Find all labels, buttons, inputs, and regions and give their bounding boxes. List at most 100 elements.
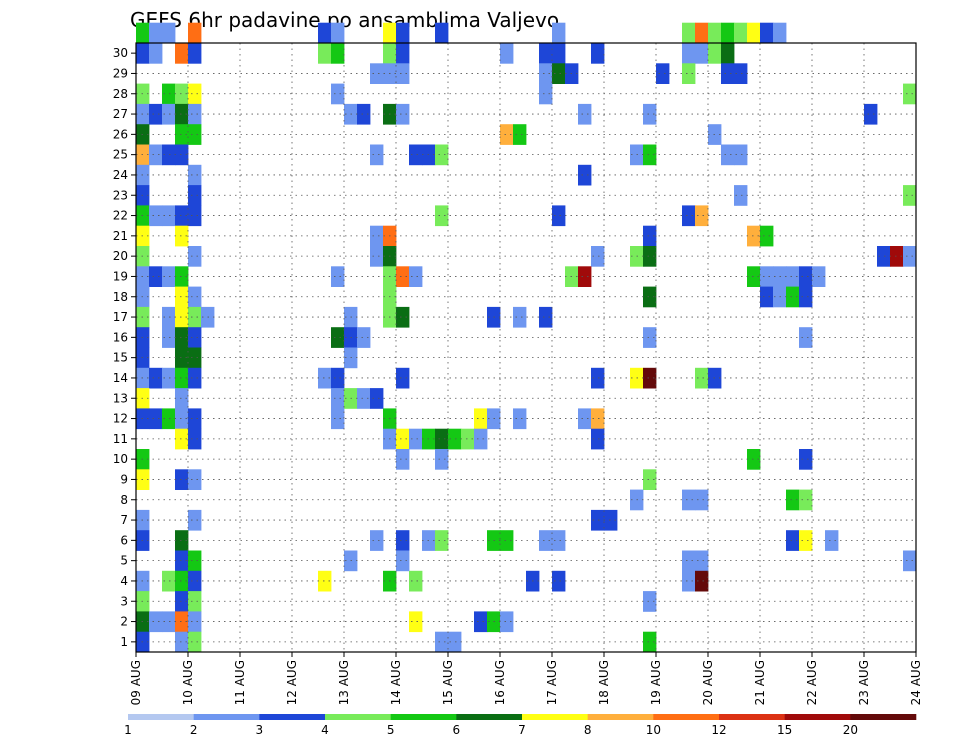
data-cell (162, 266, 176, 287)
data-cell (331, 22, 345, 44)
data-cell (591, 367, 605, 389)
y-tick-label: 21 (113, 229, 128, 243)
data-cell (149, 22, 163, 44)
colorbar-label: 1 (124, 723, 132, 737)
colorbar-label: 20 (843, 723, 858, 737)
data-cell (188, 509, 202, 531)
data-cell (500, 124, 514, 145)
colorbar-label: 2 (190, 723, 198, 737)
data-cell (357, 388, 371, 409)
data-cell (149, 144, 163, 166)
data-cell (760, 266, 774, 287)
data-cell (747, 22, 761, 44)
data-cell (396, 530, 410, 551)
data-cell (331, 408, 345, 430)
data-cell (149, 266, 163, 287)
data-cell (136, 22, 150, 44)
colorbar-swatch (456, 714, 523, 720)
y-tick-label: 20 (113, 249, 128, 263)
data-cell (721, 63, 735, 84)
y-tick-label: 4 (120, 574, 128, 588)
data-cell (175, 286, 189, 308)
x-tick-label: 15 AUG (441, 660, 455, 705)
data-cell (175, 43, 189, 64)
data-cell (734, 63, 748, 84)
data-cell (188, 286, 202, 308)
data-cell (474, 408, 488, 430)
data-cell (188, 185, 202, 206)
data-cell (695, 367, 709, 389)
data-cell (695, 550, 709, 572)
y-tick-label: 13 (113, 391, 128, 405)
x-tick-label: 20 AUG (701, 660, 715, 705)
x-tick-label: 09 AUG (129, 660, 143, 705)
data-cell (188, 124, 202, 145)
colorbar-swatch (128, 714, 194, 720)
data-cell (188, 367, 202, 389)
data-cell (682, 43, 696, 64)
colorbar-label: 6 (453, 723, 461, 737)
data-cell (448, 631, 462, 653)
y-tick-label: 24 (113, 168, 128, 182)
data-cell (578, 408, 592, 430)
data-cell (175, 103, 189, 125)
data-cell (786, 489, 800, 511)
x-tick-label: 23 AUG (857, 660, 871, 705)
y-tick-label: 9 (120, 472, 128, 486)
y-tick-label: 2 (120, 615, 128, 629)
data-cell (825, 530, 839, 551)
data-cell (474, 428, 488, 450)
data-cell (578, 164, 592, 186)
data-cell (474, 611, 488, 633)
data-cell (513, 124, 527, 145)
data-cell (396, 428, 410, 450)
y-axis: 1234567891011121314151617181920212223242… (113, 46, 136, 649)
data-cell (643, 631, 657, 653)
data-cell (435, 428, 449, 450)
data-cell (318, 570, 332, 592)
data-cell (188, 306, 202, 328)
data-cell (188, 205, 202, 227)
data-cell (682, 550, 696, 572)
data-cell (500, 530, 514, 551)
data-cell (175, 469, 189, 490)
data-cell (318, 22, 332, 44)
y-tick-label: 19 (113, 269, 128, 283)
data-cell (682, 22, 696, 44)
data-cell (903, 550, 917, 572)
data-cell (175, 591, 189, 612)
data-cell (396, 266, 410, 287)
y-tick-label: 8 (120, 493, 128, 507)
y-tick-label: 29 (113, 66, 128, 80)
colorbar-swatch (259, 714, 326, 720)
data-cell (591, 428, 605, 450)
data-cell (331, 367, 345, 389)
y-tick-label: 10 (113, 452, 128, 466)
data-cell (188, 347, 202, 369)
data-cell (175, 347, 189, 369)
data-cell (799, 327, 813, 348)
x-tick-label: 17 AUG (545, 660, 559, 705)
data-cell (162, 103, 176, 125)
data-cell (747, 449, 761, 470)
data-cell (877, 246, 891, 267)
data-cell (591, 509, 605, 531)
data-cell (175, 428, 189, 450)
data-cell (708, 43, 722, 64)
data-cell (175, 611, 189, 633)
data-cell (682, 570, 696, 592)
colorbar-swatch (325, 714, 391, 720)
data-cell (175, 124, 189, 145)
data-cell (786, 530, 800, 551)
data-cell (175, 327, 189, 348)
data-cell (760, 225, 774, 247)
data-cell (721, 22, 735, 44)
data-cell (552, 570, 566, 592)
data-cell (539, 83, 553, 105)
data-cell (552, 22, 566, 44)
data-cell (370, 388, 384, 409)
colorbar-label: 10 (646, 723, 661, 737)
data-cell (682, 205, 696, 227)
data-cell (513, 306, 527, 328)
data-cell (695, 43, 709, 64)
